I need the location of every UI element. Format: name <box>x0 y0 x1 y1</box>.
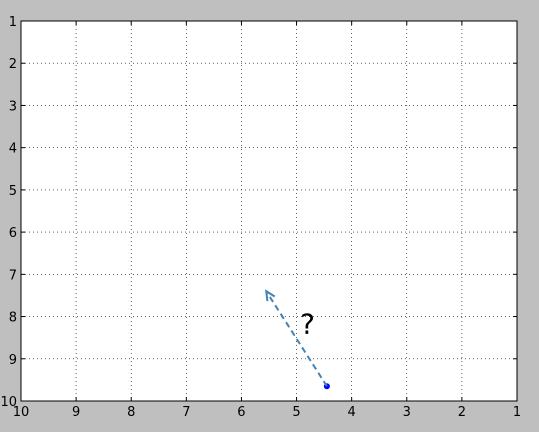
x-tick-label: 8 <box>127 405 135 420</box>
x-tick-label: 9 <box>72 405 80 420</box>
plot-frame <box>20 20 518 402</box>
x-tick-label: 2 <box>458 405 466 420</box>
y-tick-label: 6 <box>9 226 17 241</box>
y-tick-label: 8 <box>9 311 17 326</box>
x-tick-label: 3 <box>403 405 411 420</box>
y-tick-label: 9 <box>9 353 17 368</box>
x-tick-label: 6 <box>237 405 245 420</box>
y-tick-label: 7 <box>9 268 17 283</box>
x-tick-label: 5 <box>292 405 300 420</box>
annotation-label: ? <box>300 307 315 340</box>
x-axis-tick-labels: 10 9 8 7 6 5 4 3 2 1 <box>13 405 521 420</box>
annotation-arrow-head <box>265 289 276 302</box>
y-tick-label: 10 <box>0 395 17 410</box>
x-tick-label: 10 <box>13 405 30 420</box>
y-axis-tick-labels: 1 2 3 4 5 6 7 8 9 10 <box>0 15 17 410</box>
y-tick-label: 3 <box>9 99 17 114</box>
x-tick-label: 1 <box>513 405 521 420</box>
annotation: ? <box>265 289 328 387</box>
y-tick-label: 1 <box>9 15 17 30</box>
x-tick-label: 7 <box>182 405 190 420</box>
x-tick-label: 4 <box>348 405 356 420</box>
annotation-arrow-shaft <box>265 290 328 387</box>
y-tick-label: 2 <box>9 57 17 72</box>
plot-area <box>21 21 517 401</box>
y-tick-label: 5 <box>9 184 17 199</box>
y-tick-label: 4 <box>9 142 17 157</box>
